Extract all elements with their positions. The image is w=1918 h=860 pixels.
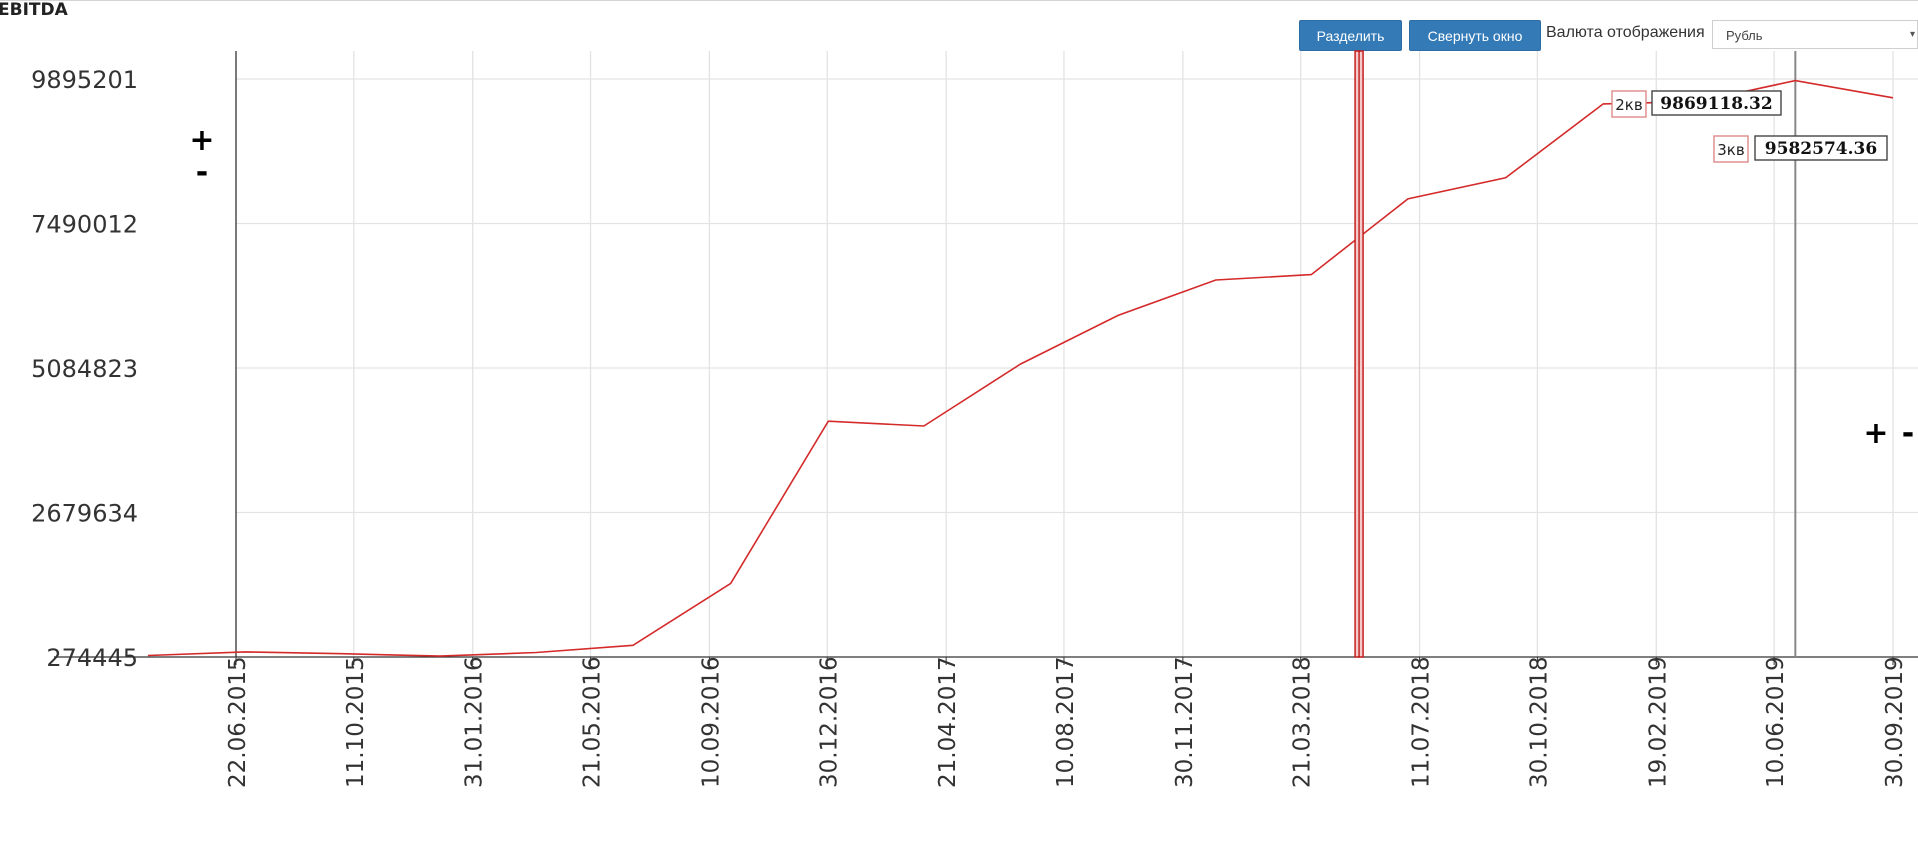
- x-tick-label: 30.10.2018: [1526, 656, 1552, 788]
- chevron-down-icon: ▾: [1909, 29, 1915, 40]
- tooltip-quarter-label: 2кв: [1615, 96, 1642, 114]
- data-point: [826, 419, 830, 423]
- x-tick-label: 21.03.2018: [1290, 656, 1316, 788]
- y-tick-label: 274445: [46, 644, 138, 672]
- y-tick-label: 2679634: [31, 500, 138, 528]
- split-button[interactable]: Разделить: [1299, 20, 1402, 51]
- x-tick-label: 21.05.2016: [580, 656, 606, 788]
- tooltip-value-box: [1754, 135, 1888, 161]
- data-point: [1018, 362, 1022, 366]
- top-border: [0, 0, 1918, 1]
- tooltip-label-box: [1713, 135, 1749, 163]
- tooltip-value-box: [1651, 90, 1782, 116]
- zoom-x-minus-button[interactable]: -: [1902, 416, 1914, 451]
- currency-select-value: Рубль: [1726, 28, 1763, 43]
- x-tick-label: 11.07.2018: [1409, 656, 1435, 788]
- data-point: [1309, 273, 1313, 277]
- chart-title: EBITDA: [0, 0, 68, 20]
- x-tick-label: 30.12.2016: [816, 656, 842, 788]
- x-tick-label: 22.06.2015: [225, 656, 251, 788]
- data-point: [1891, 96, 1895, 100]
- x-tick-label: 30.11.2017: [1172, 656, 1198, 788]
- data-point: [729, 581, 733, 585]
- x-tick-label: 30.09.2019: [1882, 656, 1908, 788]
- currency-label: Валюта отображения: [1546, 24, 1705, 41]
- x-tick-label: 10.09.2016: [698, 656, 724, 788]
- zoom-y-minus-button[interactable]: -: [196, 155, 208, 190]
- tooltip-label-box: [1611, 90, 1647, 118]
- tooltip-value: 9869118.32: [1660, 94, 1772, 114]
- x-tick-label: 19.02.2019: [1645, 656, 1671, 788]
- data-point: [1116, 313, 1120, 317]
- y-tick-label: 5084823: [31, 355, 138, 383]
- collapse-window-button[interactable]: Свернуть окно: [1409, 20, 1541, 51]
- currency-select[interactable]: Рубль ▾: [1712, 20, 1918, 49]
- data-point: [1406, 197, 1410, 201]
- data-point: [534, 650, 538, 654]
- x-tick-label: 11.10.2015: [343, 656, 369, 788]
- zoom-y-plus-button[interactable]: +: [189, 123, 214, 158]
- y-tick-label: 7490012: [31, 211, 138, 239]
- tooltip-value: 9582574.36: [1765, 139, 1877, 159]
- x-tick-label: 31.01.2016: [462, 656, 488, 788]
- data-point: [1793, 79, 1797, 83]
- tooltip-quarter-label: 3кв: [1717, 141, 1744, 159]
- data-point: [1601, 102, 1605, 106]
- data-point: [242, 650, 246, 654]
- data-point: [1214, 278, 1218, 282]
- zoom-x-plus-button[interactable]: +: [1863, 416, 1888, 451]
- data-point: [631, 643, 635, 647]
- data-point: [922, 424, 926, 428]
- data-point: [146, 653, 150, 657]
- data-point: [438, 654, 442, 658]
- data-point: [1504, 176, 1508, 180]
- x-tick-label: 10.08.2017: [1053, 656, 1079, 788]
- y-tick-label: 9895201: [31, 66, 138, 94]
- x-tick-label: 21.04.2017: [935, 656, 961, 788]
- data-point: [340, 652, 344, 656]
- x-tick-label: 10.06.2019: [1763, 656, 1789, 788]
- ebitda-series-line: [147, 79, 1894, 657]
